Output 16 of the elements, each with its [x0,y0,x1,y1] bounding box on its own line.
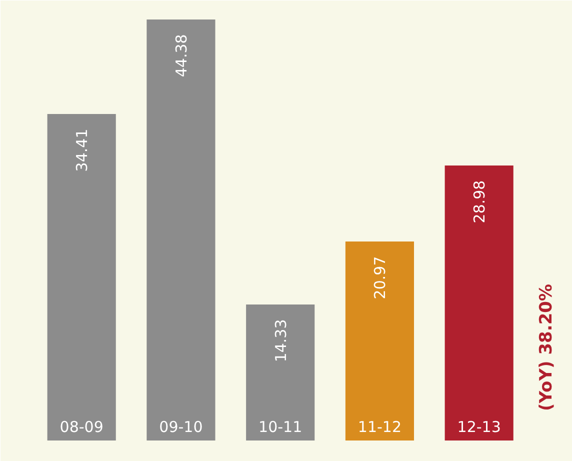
bar [444,166,514,440]
bar [146,19,216,440]
data-label: 20.97 [371,256,390,300]
x-tick-label: 10-11 [258,418,302,436]
data-label: 34.41 [73,128,92,172]
x-tick-label: 12-13 [457,418,501,436]
bar [345,242,414,440]
data-label: 44.38 [172,34,190,78]
bar [246,304,315,440]
data-label: 28.98 [470,180,489,224]
x-tick-label: 09-10 [159,418,203,436]
x-tick-label: 11-12 [358,418,402,436]
bar [47,114,116,440]
x-tick-label: 08-09 [60,418,104,436]
data-label: 14.33 [272,319,290,362]
text: (YoY) 38.20% [536,284,557,411]
